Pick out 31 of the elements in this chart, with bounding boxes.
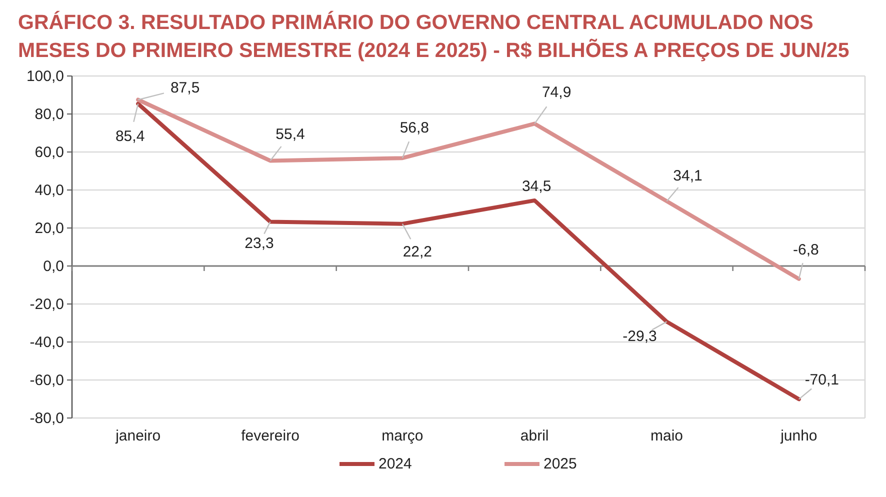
- legend-label: 2024: [378, 456, 412, 472]
- y-tick-label: -80,0: [30, 410, 64, 427]
- x-tick-label: fevereiro: [241, 428, 300, 445]
- y-tick-label: 60,0: [34, 144, 64, 161]
- chart-title: GRÁFICO 3. RESULTADO PRIMÁRIO DO GOVERNO CENTRAL ACUMULADO NOS MESES DO PRIMEIRO SEMESTRE (2024 E 2025) - R$ BILHÕES A PREÇOS DE JUN/25: [18, 10, 850, 62]
- data-label: 34,5: [522, 178, 552, 195]
- data-label: 87,5: [170, 79, 200, 96]
- data-label: 56,8: [400, 120, 430, 137]
- y-tick-label: -40,0: [30, 334, 64, 351]
- y-tick-label: -20,0: [30, 296, 64, 313]
- data-label: 23,3: [244, 235, 274, 252]
- x-tick-label: junho: [780, 428, 818, 445]
- data-label: 34,1: [673, 168, 702, 185]
- data-label: 74,9: [542, 84, 572, 102]
- y-tick-label: 0,0: [43, 258, 64, 275]
- data-label: 85,4: [115, 128, 145, 146]
- data-label: 22,2: [402, 243, 432, 260]
- data-label: -70,1: [804, 372, 840, 389]
- y-tick-label: -60,0: [30, 372, 64, 389]
- y-tick-label: 100,0: [26, 68, 64, 85]
- data-label: -6,8: [792, 241, 819, 258]
- x-tick-label: abril: [520, 428, 549, 445]
- x-tick-label: março: [382, 428, 424, 445]
- data-label: -29,3: [622, 328, 657, 346]
- y-tick-label: 40,0: [34, 182, 64, 199]
- legend-label: 2025: [544, 456, 577, 472]
- y-tick-label: 20,0: [34, 220, 64, 237]
- x-tick-label: maio: [650, 428, 684, 445]
- x-tick-label: janeiro: [114, 428, 161, 445]
- data-label: 55,4: [276, 126, 305, 144]
- y-tick-label: 80,0: [34, 106, 64, 123]
